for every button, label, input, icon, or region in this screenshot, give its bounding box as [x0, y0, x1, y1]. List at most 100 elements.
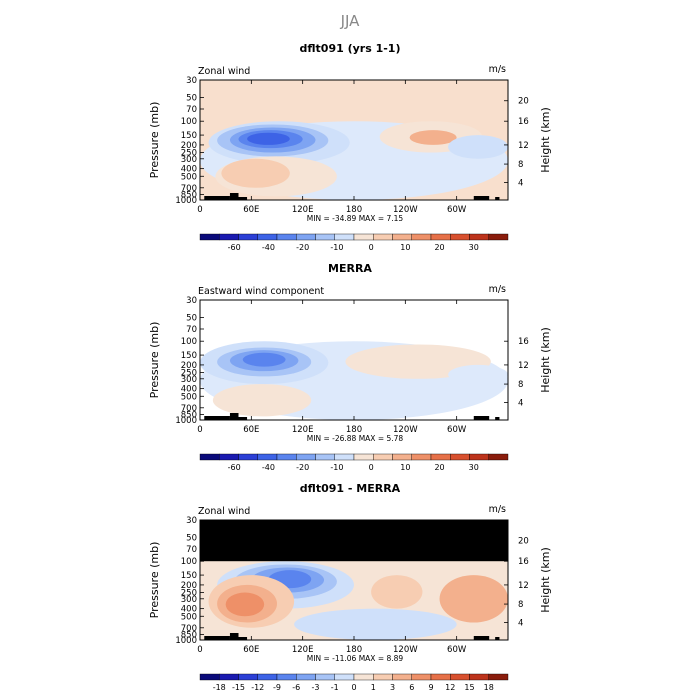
- colorbar-label: 18: [484, 683, 494, 692]
- colorbar-label: -3: [312, 683, 320, 692]
- colorbar-label: -12: [251, 683, 264, 692]
- colorbar-swatch: [488, 453, 509, 461]
- colorbar-label: 30: [469, 243, 479, 252]
- lon-tick-label: 180: [346, 645, 362, 655]
- lon-tick-label: 0: [197, 645, 202, 655]
- colorbar-swatch: [199, 453, 220, 461]
- panel-field: [200, 520, 508, 640]
- terrain-bar: [229, 193, 239, 200]
- lon-tick-label: 0: [197, 205, 202, 215]
- colorbar-swatch: [488, 673, 509, 681]
- terrain-bar: [229, 633, 239, 640]
- panel-min-max: MIN = -34.89 MAX = 7.15: [307, 214, 404, 223]
- colorbar-swatch: [373, 453, 393, 461]
- y-axis-title: Pressure (mb): [148, 322, 161, 399]
- height-tick-label: 4: [518, 619, 523, 629]
- colorbar-swatch: [450, 673, 470, 681]
- colorbar-swatch: [488, 233, 509, 241]
- colorbar-swatch: [392, 673, 412, 681]
- colorbar-swatch: [373, 673, 393, 681]
- pressure-tick-label: 50: [186, 313, 197, 323]
- terrain-bar: [473, 196, 490, 200]
- height-tick-label: 16: [518, 557, 529, 567]
- panel-variable-label: Eastward wind component: [198, 286, 324, 297]
- contour-region: [448, 364, 508, 385]
- panel-field: [200, 300, 508, 420]
- lon-tick-label: 120E: [292, 425, 314, 435]
- colorbar-label: -60: [228, 243, 241, 252]
- panel-title: MERRA: [328, 262, 372, 275]
- colorbar-swatch: [276, 673, 297, 681]
- colorbar-swatch: [411, 453, 432, 461]
- colorbar-label: 3: [390, 683, 395, 692]
- main-title: JJA: [340, 12, 361, 30]
- pressure-tick-label: 500: [181, 172, 197, 182]
- colorbar-swatch: [430, 233, 451, 241]
- colorbar-swatch: [219, 453, 239, 461]
- lon-tick-label: 60E: [243, 425, 259, 435]
- panel-1: dflt091 (yrs 1-1)Zonal wind m/s3050701001…: [148, 42, 552, 252]
- terrain-bar: [495, 417, 500, 420]
- pressure-tick-label: 30: [186, 516, 197, 526]
- terrain-bar: [473, 416, 490, 420]
- height-tick-label: 20: [518, 537, 529, 547]
- pressure-tick-label: 150: [181, 131, 197, 141]
- contour-region: [221, 158, 290, 188]
- colorbar-label: 1: [371, 683, 376, 692]
- panel-units: m/s: [489, 64, 506, 75]
- colorbar-label: -1: [331, 683, 339, 692]
- pressure-tick-label: 70: [186, 105, 197, 115]
- missing-data-mask: [200, 520, 508, 562]
- panel-title: dflt091 - MERRA: [300, 482, 401, 495]
- panel-min-max: MIN = -26.88 MAX = 5.78: [307, 434, 404, 443]
- contour-region: [212, 384, 312, 417]
- lon-tick-label: 60E: [243, 645, 259, 655]
- colorbar-label: -6: [292, 683, 300, 692]
- lon-tick-label: 60E: [243, 205, 259, 215]
- contour-region: [294, 608, 457, 640]
- pressure-tick-label: 30: [186, 76, 197, 86]
- pressure-tick-label: 70: [186, 545, 197, 555]
- colorbar-swatch: [276, 233, 297, 241]
- lon-tick-label: 180: [346, 205, 362, 215]
- colorbar-swatch: [450, 233, 470, 241]
- colorbar-swatch: [450, 453, 470, 461]
- terrain-bar: [495, 637, 500, 640]
- pressure-tick-label: 1000: [175, 416, 197, 426]
- terrain-bar: [204, 636, 230, 640]
- y-axis-title: Pressure (mb): [148, 102, 161, 179]
- lon-tick-label: 120W: [393, 645, 418, 655]
- panel-variable-label: Zonal wind: [198, 506, 250, 517]
- terrain-bar: [204, 196, 230, 200]
- pressure-tick-label: 850: [181, 190, 197, 200]
- colorbar-swatch: [296, 453, 316, 461]
- pressure-tick-label: 850: [181, 630, 197, 640]
- colorbar-label: -10: [330, 463, 343, 472]
- pressure-tick-label: 250: [181, 149, 197, 159]
- height-tick-label: 16: [518, 337, 529, 347]
- pressure-tick-label: 250: [181, 369, 197, 379]
- pressure-tick-label: 50: [186, 533, 197, 543]
- panels: dflt091 (yrs 1-1)Zonal wind m/s3050701001…: [148, 42, 552, 692]
- colorbar-label: -20: [296, 463, 309, 472]
- pressure-tick-label: 1000: [175, 636, 197, 646]
- pressure-tick-label: 50: [186, 93, 197, 103]
- height-tick-label: 8: [518, 600, 523, 610]
- colorbar-swatch: [219, 673, 239, 681]
- lon-tick-label: 120E: [292, 205, 314, 215]
- pressure-tick-label: 150: [181, 351, 197, 361]
- pressure-tick-label: 1000: [175, 196, 197, 206]
- contour-region: [448, 135, 508, 159]
- pressure-tick-label: 500: [181, 612, 197, 622]
- pressure-tick-label: 70: [186, 325, 197, 335]
- terrain-bar: [238, 417, 248, 420]
- y-axis-title: Pressure (mb): [148, 542, 161, 619]
- colorbar-swatch: [199, 673, 220, 681]
- height-tick-label: 4: [518, 179, 523, 189]
- colorbar-label: 12: [445, 683, 455, 692]
- colorbar-swatch: [353, 453, 374, 461]
- colorbar-label: -40: [262, 463, 275, 472]
